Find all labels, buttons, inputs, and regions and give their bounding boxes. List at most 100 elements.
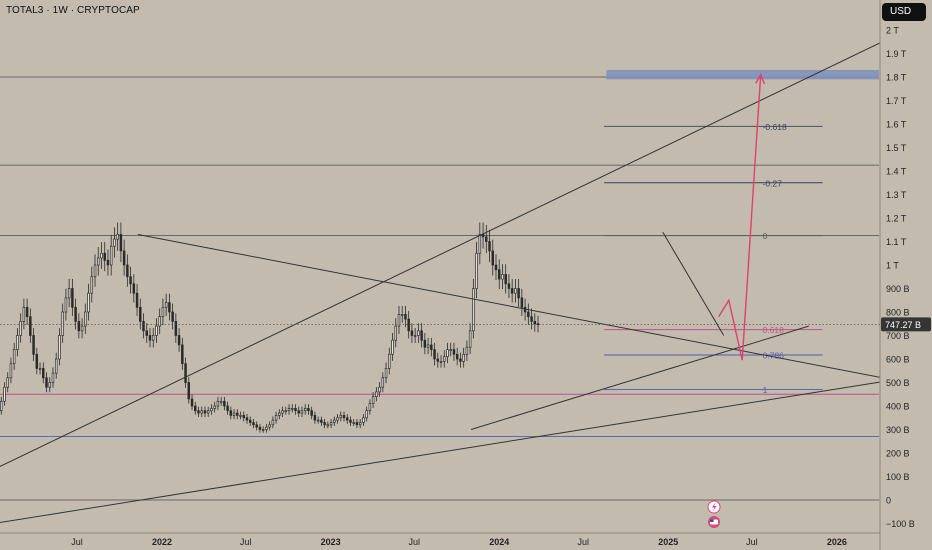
candle-body (113, 238, 116, 247)
candle (16, 328, 19, 357)
y-tick-label-8: 1.2 T (886, 214, 907, 224)
candle (365, 406, 368, 422)
candle-body (203, 410, 207, 414)
candle (139, 298, 142, 330)
candle-body (271, 419, 275, 426)
projection-path (718, 298, 743, 361)
candle (358, 418, 362, 429)
candle-body (61, 311, 64, 336)
candle (400, 305, 404, 323)
candle-body (129, 276, 132, 285)
x-tick-label-4: Jul (408, 537, 420, 547)
candle (410, 323, 414, 343)
candle (93, 254, 97, 287)
candle (291, 404, 294, 413)
candle (520, 288, 524, 316)
candle-body (497, 269, 501, 280)
candle (148, 328, 152, 348)
candle-body (84, 311, 87, 327)
candle-body (388, 353, 391, 369)
candle-body (184, 363, 187, 383)
candle (32, 328, 35, 361)
candle (97, 247, 100, 276)
candle-body (320, 419, 323, 423)
candle-body (219, 400, 223, 403)
candle-body (158, 316, 161, 327)
candle (488, 229, 491, 263)
candle (122, 239, 126, 276)
candle (336, 414, 339, 424)
candle (258, 423, 262, 433)
candle (446, 342, 449, 364)
candle (530, 308, 533, 330)
y-tick-label-7: 1.3 T (886, 190, 907, 200)
candle-body (51, 372, 55, 383)
candle-body (35, 353, 39, 369)
candle (255, 421, 258, 431)
x-tick-label-6: Jul (578, 537, 590, 547)
candle (223, 396, 226, 411)
candle-body (274, 415, 278, 421)
candle-body (501, 274, 504, 280)
candle-body (64, 297, 68, 313)
y-tick-label-21: −100 B (886, 519, 915, 529)
currency-button[interactable]: USD (882, 3, 926, 21)
candle (494, 254, 498, 281)
candle-body (371, 396, 375, 405)
candle (232, 409, 236, 420)
candle-body (472, 288, 475, 332)
candle-body (119, 234, 123, 252)
y-tick-label-17: 300 B (886, 425, 910, 435)
candle (6, 372, 9, 393)
candle (242, 411, 246, 422)
candle-body (9, 363, 13, 379)
candle-body (452, 349, 456, 355)
candle-body (530, 316, 533, 322)
candle-body (455, 353, 459, 360)
candle (452, 342, 456, 361)
candle (54, 352, 58, 379)
candle (287, 404, 291, 415)
candle (9, 357, 13, 384)
candle (485, 224, 488, 254)
candle (491, 239, 495, 276)
candle (462, 347, 465, 368)
candle-body (523, 306, 527, 313)
candle-body (436, 358, 440, 362)
candle (316, 416, 320, 424)
candle (106, 249, 110, 276)
candle (210, 404, 213, 415)
x-tick-label-1: 2022 (152, 537, 172, 547)
candle (472, 278, 475, 339)
candle (80, 318, 84, 339)
candle-body (430, 344, 433, 350)
current-price-label: 747.27 B (885, 320, 921, 330)
candle-body (349, 419, 352, 423)
candle (74, 298, 77, 330)
candle (307, 404, 310, 415)
candle-body (468, 330, 472, 348)
candle (90, 266, 94, 303)
candle (481, 222, 485, 249)
candle (284, 406, 288, 415)
candle-body (16, 335, 19, 350)
us-flag-icon[interactable] (708, 516, 721, 528)
candle (329, 418, 333, 429)
x-tick-label-8: Jul (746, 537, 758, 547)
candle-body (443, 356, 446, 362)
lightning-icon[interactable] (707, 500, 721, 514)
candle-body (346, 417, 349, 421)
candle-body (206, 410, 210, 414)
candle-body (488, 241, 491, 252)
candle-body (181, 344, 184, 365)
candle (164, 293, 168, 316)
candle (261, 426, 265, 433)
y-tick-label-1: 1.9 T (886, 49, 907, 59)
candle (326, 421, 330, 429)
candle (455, 347, 459, 366)
candle (77, 313, 81, 339)
candle-body (342, 415, 346, 419)
candle (132, 274, 136, 303)
